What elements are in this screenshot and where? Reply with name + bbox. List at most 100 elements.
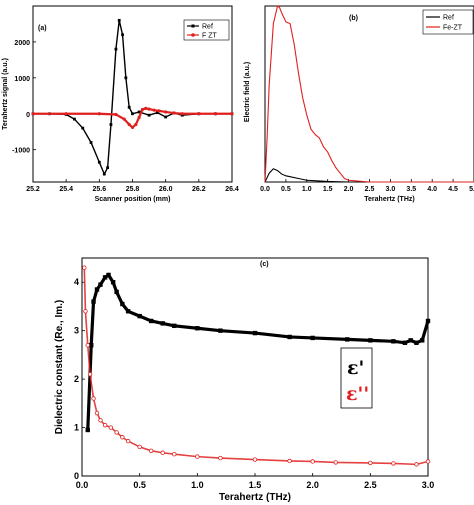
y-axis-label-c: Dielectric constant (Re., Im.) bbox=[54, 300, 65, 434]
data-point-eps-imag bbox=[425, 459, 431, 464]
data-point-eps-imag bbox=[120, 435, 125, 440]
data-point-eps-imag bbox=[391, 461, 396, 466]
data-point-ref bbox=[155, 111, 159, 115]
data-point-ref bbox=[102, 172, 106, 176]
data-point-eps-imag bbox=[137, 444, 142, 450]
data-point-eps-imag bbox=[287, 458, 292, 464]
x-tick-label: 0.5 bbox=[281, 186, 291, 193]
data-point-fzt bbox=[213, 112, 218, 116]
series-line-fezt bbox=[264, 5, 474, 183]
data-point-eps-imag bbox=[91, 396, 96, 401]
data-point-fzt bbox=[157, 109, 161, 113]
data-point-eps-imag bbox=[108, 425, 114, 430]
panel-label-a: (a) bbox=[38, 25, 47, 32]
data-point-fzt bbox=[230, 112, 234, 116]
x-tick-label: 26.0 bbox=[159, 186, 173, 193]
x-tick-label: 26.4 bbox=[225, 186, 239, 193]
y-tick-label: 0 bbox=[74, 471, 79, 481]
x-tick-label: 2.5 bbox=[365, 186, 375, 193]
x-tick-label: 0.0 bbox=[76, 480, 89, 490]
data-point-fzt bbox=[172, 111, 176, 115]
series-line-ref bbox=[264, 168, 474, 183]
legend-a: Ref F ZT bbox=[183, 19, 230, 41]
legend-marker-fzt-a bbox=[191, 33, 195, 37]
legend-b: Ref Fe-ZT bbox=[422, 9, 474, 35]
data-point-ref bbox=[114, 47, 118, 51]
data-point-ref bbox=[73, 117, 76, 121]
data-point-fzt bbox=[122, 117, 126, 121]
data-point-eps-imag bbox=[102, 422, 108, 428]
x-tick-label: 25.8 bbox=[126, 186, 140, 193]
data-point-eps-imag bbox=[85, 343, 90, 348]
legend-label-ref-b: Ref bbox=[443, 15, 454, 22]
data-point-ref bbox=[81, 126, 85, 130]
data-point-fzt bbox=[130, 125, 135, 130]
x-tick-label: 3.0 bbox=[422, 480, 435, 490]
data-point-ref bbox=[137, 110, 141, 114]
x-tick-label: 25.4 bbox=[59, 186, 73, 193]
panel-label-b: (b) bbox=[349, 15, 358, 22]
data-point-eps-imag bbox=[83, 309, 88, 314]
data-point-fzt bbox=[31, 112, 35, 116]
y-tick-label: 4 bbox=[74, 277, 79, 287]
y-tick-label: 2000 bbox=[14, 40, 30, 47]
data-point-fzt bbox=[197, 112, 201, 116]
data-point-fzt bbox=[137, 115, 141, 119]
data-point-ref bbox=[131, 112, 134, 116]
data-point-ref bbox=[89, 141, 93, 144]
data-point-eps-imag bbox=[333, 460, 338, 465]
data-point-eps-imag bbox=[195, 454, 200, 459]
legend-marker-ref-a bbox=[191, 24, 195, 28]
x-tick-label: 4.0 bbox=[427, 186, 437, 193]
legend-label-eps-imag: ε'' bbox=[346, 383, 369, 405]
panel-label-c: (c) bbox=[260, 261, 269, 268]
data-point-eps-imag bbox=[160, 450, 165, 455]
legend-label-eps-real: ε' bbox=[347, 357, 364, 379]
data-point-eps-imag bbox=[125, 438, 131, 444]
data-point-fzt bbox=[144, 106, 148, 110]
data-point-ref bbox=[164, 115, 168, 119]
series-line-ref bbox=[33, 20, 232, 176]
x-tick-label: 0.5 bbox=[133, 480, 146, 490]
x-tick-label: 25.2 bbox=[26, 186, 40, 193]
x-tick-label: 3.5 bbox=[406, 186, 416, 193]
data-point-eps-imag bbox=[98, 418, 103, 423]
data-point-eps-imag bbox=[218, 455, 223, 461]
data-point-fzt bbox=[147, 107, 151, 111]
data-point-fzt bbox=[64, 112, 68, 116]
data-point-fzt bbox=[114, 112, 118, 117]
y-tick-label: 2 bbox=[74, 374, 79, 384]
y-tick-label: 1000 bbox=[14, 76, 30, 83]
series-line-fzt bbox=[33, 107, 232, 129]
legend-box-c bbox=[340, 347, 373, 409]
panel-c: 0.0 0.5 1.0 1.5 2.0 2.5 3.0 0 1 2 3 4 (c) Terahertz… bbox=[54, 257, 435, 503]
y-tick-label: -1000 bbox=[12, 148, 30, 155]
x-tick-label: 5.0 bbox=[469, 186, 474, 193]
data-point-fzt bbox=[152, 108, 156, 112]
panel-b: 0.0 0.5 1.0 1.5 2.0 2.5 3.0 3.5 4.0 4.5 5.0 (b) Te… bbox=[244, 5, 474, 203]
data-point-fzt bbox=[97, 112, 101, 116]
x-tick-label: 1.0 bbox=[302, 186, 312, 193]
data-point-ref bbox=[117, 18, 121, 22]
legend-label-fezt-b: Fe-ZT bbox=[443, 25, 463, 32]
series-line-eps-imag bbox=[83, 267, 429, 466]
data-point-ref bbox=[109, 123, 113, 126]
data-point-eps-imag bbox=[414, 462, 419, 467]
legend-box-b bbox=[422, 9, 474, 35]
y-axis-label-b: Electric field (a.u.) bbox=[244, 62, 251, 122]
x-tick-label: 2.5 bbox=[364, 480, 377, 490]
data-point-fzt bbox=[127, 122, 131, 127]
y-tick-label: 0 bbox=[26, 112, 30, 119]
x-tick-label: 1.5 bbox=[323, 186, 333, 193]
data-point-eps-imag bbox=[148, 448, 154, 454]
x-tick-label: 4.5 bbox=[448, 186, 458, 193]
data-point-ref bbox=[127, 105, 131, 109]
data-point-eps-imag bbox=[82, 265, 87, 270]
y-tick-label: 1 bbox=[74, 423, 79, 433]
data-point-eps-imag bbox=[94, 410, 100, 416]
data-point-ref bbox=[97, 160, 101, 164]
y-axis-label-a: Terahertz signal (a.u.) bbox=[2, 58, 9, 130]
x-tick-label: 2.0 bbox=[306, 480, 319, 490]
data-point-ref bbox=[124, 76, 128, 80]
